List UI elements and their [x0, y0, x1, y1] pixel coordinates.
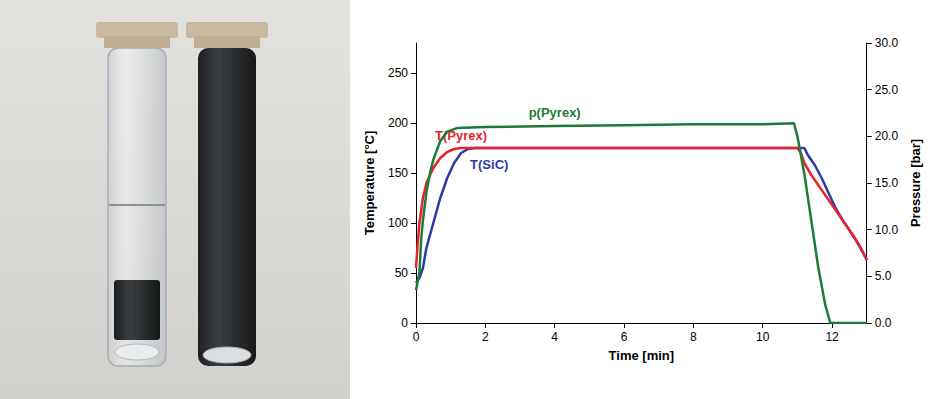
svg-text:T(Pyrex): T(Pyrex)	[435, 128, 488, 143]
svg-text:15.0: 15.0	[875, 176, 899, 190]
svg-text:4: 4	[551, 330, 558, 344]
svg-text:200: 200	[388, 116, 408, 130]
svg-text:50: 50	[395, 266, 409, 280]
svg-text:2: 2	[482, 330, 489, 344]
svg-text:5.0: 5.0	[875, 269, 892, 283]
svg-text:Pressure [bar]: Pressure [bar]	[908, 139, 923, 227]
svg-text:250: 250	[388, 66, 408, 80]
svg-text:0.0: 0.0	[875, 316, 892, 330]
svg-text:10.0: 10.0	[875, 223, 899, 237]
svg-text:0: 0	[401, 316, 408, 330]
svg-text:20.0: 20.0	[875, 129, 899, 143]
svg-text:30.0: 30.0	[875, 36, 899, 50]
svg-text:12: 12	[825, 330, 839, 344]
svg-text:100: 100	[388, 216, 408, 230]
svg-text:p(Pyrex): p(Pyrex)	[529, 105, 581, 120]
svg-text:0: 0	[413, 330, 420, 344]
svg-text:150: 150	[388, 166, 408, 180]
svg-text:8: 8	[690, 330, 697, 344]
svg-text:Temperature [°C]: Temperature [°C]	[362, 131, 377, 236]
svg-text:T(SiC): T(SiC)	[470, 157, 508, 172]
svg-text:25.0: 25.0	[875, 83, 899, 97]
svg-text:Time [min]: Time [min]	[609, 348, 675, 363]
svg-text:6: 6	[621, 330, 628, 344]
svg-text:10: 10	[756, 330, 770, 344]
